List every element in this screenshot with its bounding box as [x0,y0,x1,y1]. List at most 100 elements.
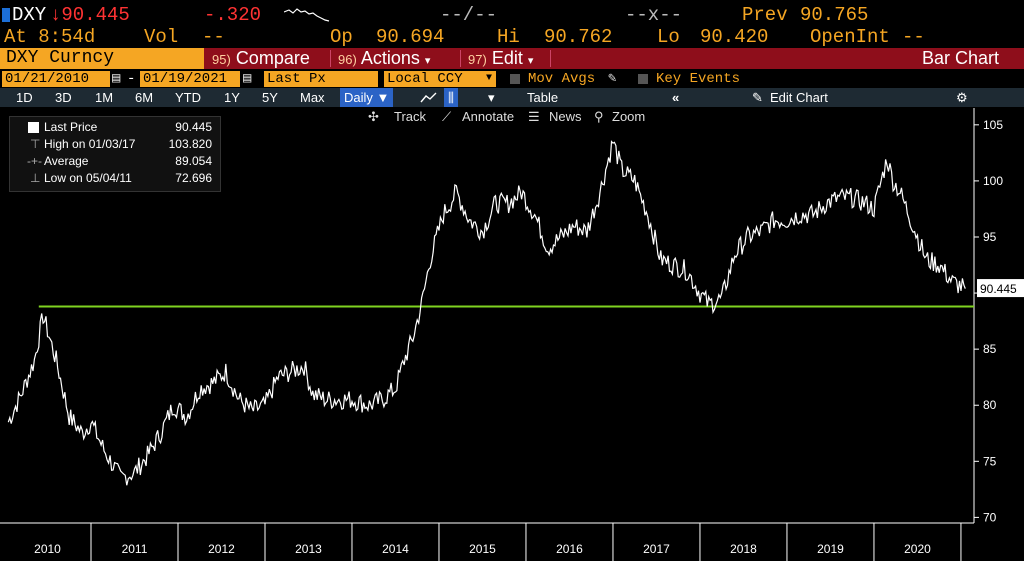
pencil-icon[interactable]: ✎ [608,71,617,87]
x-tick-label: 2020 [904,542,931,556]
start-date-input[interactable]: 01/21/2010 [2,71,110,87]
period-max[interactable]: Max [300,90,325,105]
last-price: ↓90.445 [50,4,130,26]
period-5y[interactable]: 5Y [262,90,278,105]
quote-row-2: At 8:54d Vol -- Op 90.694 Hi 90.762 Lo 9… [0,26,1024,48]
last-value-label: 90.445 [980,282,1017,296]
mov-avgs-label[interactable]: Mov Avgs [528,71,596,87]
field-select[interactable]: Last Px [264,71,378,87]
x-tick-label: 2017 [643,542,670,556]
high-value: 90.762 [544,26,613,48]
date-separator: - [127,71,136,87]
calendar-icon[interactable]: ▤ [112,71,121,87]
gear-icon[interactable]: ⚙ [956,90,968,105]
white-square-icon [28,122,39,133]
legend-average: -+- Average 89.054 [10,153,220,170]
period-ytd[interactable]: YTD [175,90,201,105]
zoom-icon: ⚲ [594,109,604,124]
news-icon: ☰ [528,109,540,124]
y-tick-label: 100 [983,174,1003,188]
legend-low: ⊥ Low on 05/04/11 72.696 [10,170,220,187]
legend-average-value: 89.054 [175,154,212,168]
price-series-line [7,140,966,486]
actions-button[interactable]: 96) Actions ▾ [338,48,430,69]
period-3d[interactable]: 3D [55,90,72,105]
period-1d[interactable]: 1D [16,90,33,105]
legend-high-label: High on 01/03/17 [44,137,136,151]
bid-ask: --/-- [440,4,498,26]
chevron-down-icon: ▾ [424,55,431,67]
legend-last-value: 90.445 [175,120,212,134]
quote-time: At 8:54d [4,26,96,48]
open-label: Op [330,26,353,48]
key-events-checkbox[interactable] [638,74,648,84]
low-value: 90.420 [700,26,769,48]
chevron-down-icon[interactable]: ▾ [488,90,495,105]
high-marker-icon: ⊤ [30,137,41,151]
x-tick-label: 2012 [208,542,235,556]
y-tick-label: 85 [983,342,997,356]
key-events-label[interactable]: Key Events [656,71,741,87]
compare-number: 95) [212,52,231,67]
mov-avgs-checkbox[interactable] [510,74,520,84]
zoom-button[interactable]: Zoom [612,109,646,124]
legend-last-price: Last Price 90.445 [10,119,220,136]
x-tick-label: 2013 [295,542,322,556]
period-toolbar: 1D 3D 1M 6M YTD 1Y 5Y Max Daily ▼ ⫼ ▾ Ta… [0,88,1024,107]
period-1y[interactable]: 1Y [224,90,240,105]
ticker-marker [2,8,10,22]
bid-ask-size: --x-- [625,4,683,26]
quote-row-1: DXY ↓90.445 -.320 --/-- --x-- Prev 90.76… [0,4,1024,26]
news-button[interactable]: News [549,109,582,124]
function-bar: DXY Curncy 95) Compare 96) Actions ▾ 97)… [0,48,1024,69]
net-change: -.320 [204,4,262,26]
y-tick-label: 80 [983,398,997,412]
high-label: Hi [497,26,520,48]
track-icon: ✣ [368,109,379,124]
compare-button[interactable]: 95) Compare [212,48,310,69]
chevron-down-icon: ▼ [376,90,390,105]
calendar-icon[interactable]: ▤ [243,71,252,87]
line-chart-icon[interactable] [420,91,438,104]
last-value-box [977,279,1024,298]
frequency-label: Daily [344,90,373,105]
vol-value: -- [202,26,225,48]
edit-chart-button[interactable]: Edit Chart [770,90,828,105]
sparkline-icon [284,8,330,22]
end-date-input[interactable]: 01/19/2021 [140,71,240,87]
divider [330,50,331,67]
y-tick-label: 70 [983,510,997,524]
chevron-down-icon: ▾ [527,55,534,67]
period-6m[interactable]: 6M [135,90,154,105]
divider [550,50,551,67]
x-tick-label: 2014 [382,542,409,556]
pencil-icon: ✎ [752,90,763,105]
price-chart[interactable]: 7075808590951001052010201120122013201420… [0,108,1024,561]
compare-label: Compare [235,48,310,68]
chevron-down-icon: ▼ [486,73,493,84]
vol-label: Vol [144,26,179,48]
x-tick-label: 2011 [122,542,148,556]
period-1m[interactable]: 1M [95,90,114,105]
y-tick-label: 105 [983,118,1003,132]
chart-legend: Last Price 90.445 ⊤ High on 01/03/17 103… [9,116,221,192]
legend-high: ⊤ High on 01/03/17 103.820 [10,136,220,153]
ticker-symbol[interactable]: DXY [12,4,47,26]
open-interest-label: OpenInt [810,26,890,48]
annotate-button[interactable]: Annotate [462,109,515,124]
collapse-left-icon[interactable]: « [672,90,680,105]
x-tick-label: 2010 [34,542,61,556]
divider [460,50,461,67]
track-button[interactable]: Track [394,109,427,124]
table-button[interactable]: Table [527,90,559,105]
average-marker-icon: -+- [27,154,42,168]
edit-button[interactable]: 97) Edit ▾ [468,48,533,69]
frequency-select[interactable]: Daily ▼ [340,88,394,107]
x-tick-label: 2018 [730,542,757,556]
security-field[interactable]: DXY Curncy [0,48,204,69]
edit-label: Edit [491,48,523,68]
currency-select[interactable]: Local CCY [384,71,496,87]
bar-chart-icon[interactable]: ⫼ [444,88,458,107]
prev-value: 90.765 [800,4,869,26]
y-tick-label: 75 [983,454,997,468]
